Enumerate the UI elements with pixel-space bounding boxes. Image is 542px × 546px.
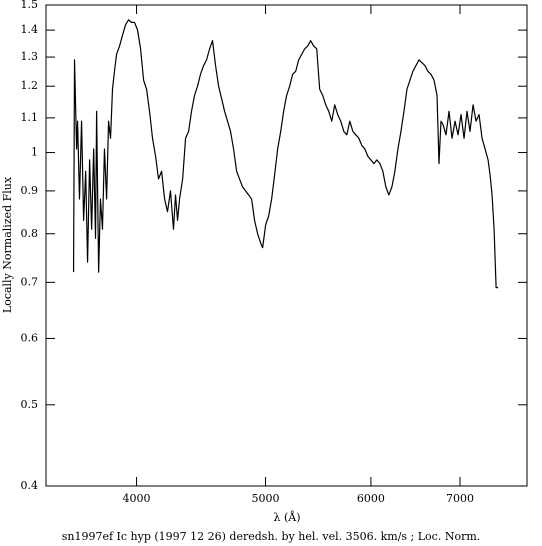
y-tick-label: 1.1 bbox=[21, 111, 39, 124]
y-tick-label: 0.5 bbox=[21, 398, 39, 411]
x-tick-label: 7000 bbox=[446, 492, 474, 505]
plot-frame bbox=[45, 4, 528, 487]
x-tick-label: 4000 bbox=[123, 492, 151, 505]
y-tick-label: 0.9 bbox=[21, 184, 39, 197]
spectrum-line bbox=[72, 19, 499, 289]
y-tick-label: 0.7 bbox=[21, 275, 39, 288]
y-tick-label: 0.6 bbox=[21, 331, 39, 344]
y-tick-label: 1.2 bbox=[21, 79, 39, 92]
y-tick-label: 0.4 bbox=[21, 479, 39, 492]
caption: sn1997ef Ic hyp (1997 12 26) deredsh. by… bbox=[62, 530, 481, 543]
x-tick-label: 6000 bbox=[357, 492, 385, 505]
y-axis-label: Locally Normalized Flux bbox=[1, 176, 14, 313]
y-tick-label: 0.8 bbox=[21, 227, 39, 240]
x-tick-label: 5000 bbox=[252, 492, 280, 505]
y-tick-label: 1.3 bbox=[21, 50, 39, 63]
x-axis-label: λ (Å) bbox=[274, 510, 301, 524]
y-tick-label: 1 bbox=[31, 146, 38, 159]
y-tick-label: 1.4 bbox=[21, 23, 39, 36]
y-tick-label: 1.5 bbox=[21, 0, 39, 11]
